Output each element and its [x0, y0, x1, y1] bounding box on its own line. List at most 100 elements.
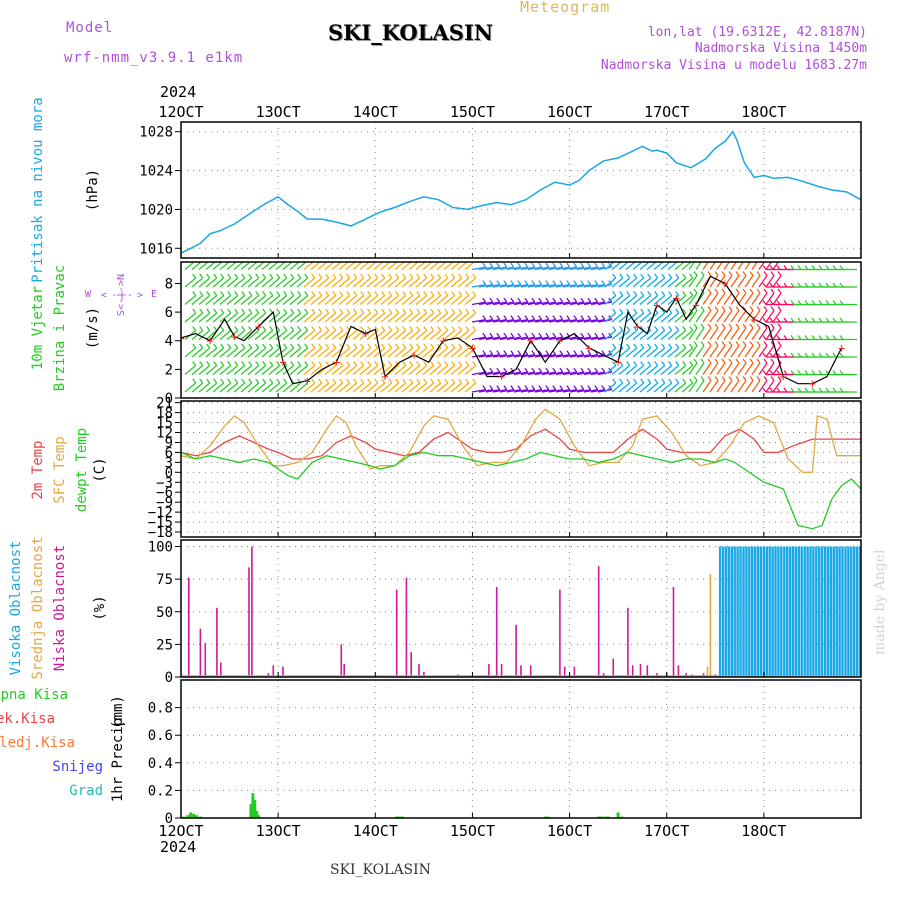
cloud-bar [759, 546, 763, 677]
wind-barb-flag [783, 352, 788, 358]
wind-barb [303, 330, 316, 340]
wind-barb-flag [619, 308, 624, 314]
wind-barb [387, 295, 400, 305]
wind-barb [548, 371, 563, 376]
wind-barb-flag [804, 387, 809, 393]
wind-barb [681, 330, 694, 340]
wind-barb-flag [756, 358, 761, 364]
wind-barb-flag [735, 358, 740, 364]
cloud-bar [765, 546, 768, 677]
wind-barb-flag [707, 288, 712, 294]
wind-barb [632, 277, 645, 288]
cloud-bar [768, 546, 771, 677]
wind-barb [352, 347, 365, 358]
wind-barb-flag [693, 341, 698, 346]
wind-barb-flag [619, 378, 624, 384]
wind-barb-flag [790, 300, 795, 305]
wind-barb [478, 284, 493, 288]
wind-barb-flag [538, 315, 543, 320]
wind-barb-flag [749, 358, 754, 364]
wind-barb [534, 319, 549, 323]
wind-barb-flag [517, 315, 522, 320]
wind-barb-flag [496, 367, 501, 373]
wind-barb [485, 284, 500, 288]
wind-barb-flag [612, 343, 617, 349]
y-tick-label: 1020 [139, 202, 173, 218]
wind-barb [226, 295, 239, 305]
wind-barb [471, 389, 486, 393]
cloud-bar [267, 673, 270, 677]
wind-barb-flag [573, 262, 578, 268]
wind-barb [485, 354, 500, 358]
wind-barb-flag [332, 291, 337, 296]
wind-barb-flag [297, 273, 302, 279]
wind-barb [205, 277, 218, 288]
wind-gust-marker: + [304, 374, 311, 388]
wind-barb-flag [756, 288, 761, 294]
wind-barb [219, 262, 230, 270]
wind-barb [261, 382, 274, 393]
wind-barb-flag [839, 265, 844, 270]
y-tick-label: 75 [156, 572, 173, 588]
cloud-bar [751, 546, 754, 677]
wind-barb-flag [612, 326, 617, 331]
wind-barb-flag [538, 297, 543, 303]
wind-barb [604, 347, 617, 358]
wind-barb-flag [804, 282, 809, 288]
wind-barb-flag [777, 271, 782, 276]
wind-barb-flag [661, 273, 666, 279]
wind-barb [303, 295, 316, 305]
wind-barb [660, 295, 673, 305]
wind-barb [471, 266, 486, 271]
wind-barb [660, 330, 673, 340]
wind-barb-flag [430, 378, 435, 384]
wind-barb-flag [367, 361, 372, 366]
wind-barb [520, 319, 535, 323]
y-tick-label: −18 [148, 525, 173, 541]
wind-barb [527, 354, 542, 358]
wind-barb-flag [566, 280, 571, 285]
wind-barb-flag [647, 273, 652, 279]
wind-barb [429, 312, 442, 323]
wind-barb [660, 262, 671, 270]
wind-barb-flag [206, 361, 211, 366]
wind-barb [429, 295, 442, 305]
wind-barb [513, 284, 528, 288]
wind-barb-flag [661, 343, 666, 349]
cloud-bar [753, 546, 757, 677]
wind-barb-flag [594, 262, 599, 268]
wind-barb-flag [234, 378, 239, 384]
wind-barb-flag [797, 352, 802, 358]
wind-barb-flag [749, 323, 754, 329]
wind-barb-flag [762, 282, 767, 288]
wind-barb-flag [206, 273, 211, 279]
wind-barb [338, 330, 351, 340]
wind-barb [450, 312, 463, 323]
wind-barb-flag [248, 343, 253, 349]
wind-barb-flag [804, 370, 809, 375]
wind-barb [730, 262, 737, 270]
wind-barb-flag [668, 343, 673, 349]
wind-barb-flag [770, 323, 775, 329]
wind-barb [737, 262, 744, 270]
wind-barb-flag [241, 291, 246, 296]
wind-barb-flag [714, 323, 719, 329]
wind-barb [268, 262, 279, 270]
wind-barb [653, 382, 666, 393]
wind-barb [387, 347, 400, 358]
wind-barb [226, 365, 239, 375]
wind-barb [303, 382, 316, 393]
wind-barb-flag [199, 308, 204, 314]
cloud-bar [216, 607, 218, 677]
wind-barb [233, 382, 246, 393]
wind-barb [583, 266, 598, 271]
wind-barb-flag [395, 378, 400, 384]
cloud-bar [563, 666, 566, 677]
wind-barb-flag [353, 361, 358, 366]
wind-barb [352, 277, 365, 288]
wind-barb [506, 371, 521, 376]
wind-barb [723, 262, 730, 270]
compass-w: W [85, 289, 92, 300]
wind-barb [289, 312, 302, 323]
wind-barb-flag [763, 306, 768, 311]
